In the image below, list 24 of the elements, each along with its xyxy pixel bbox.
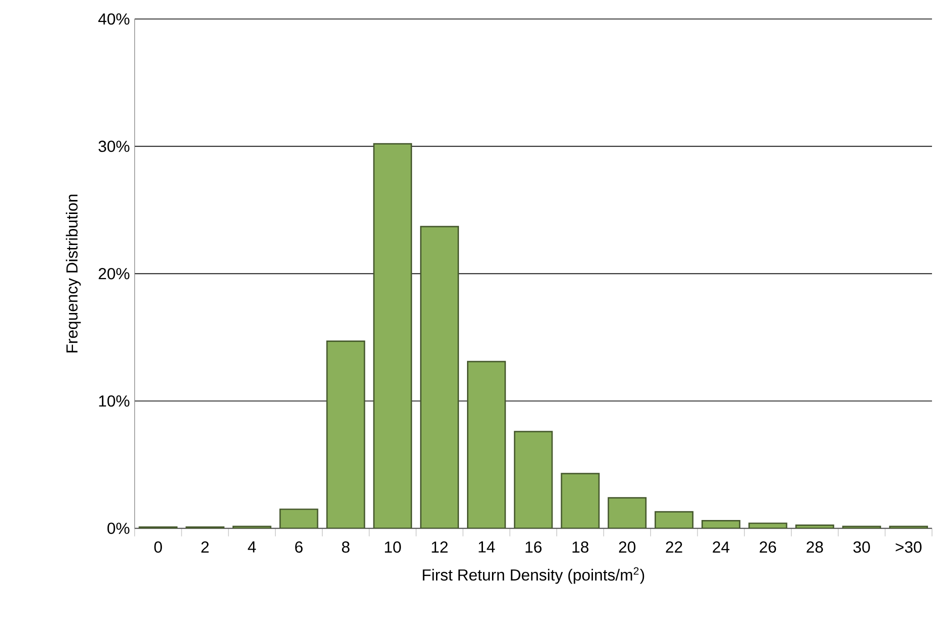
y-tick-label: 40% [98,13,130,25]
x-tick-label: 28 [806,541,823,553]
x-tick-label: 4 [248,541,256,552]
y-tick-label: 10% [99,395,130,407]
x-axis-title: First Return Density (points/m$^{2}$) [422,567,644,584]
x-tick-label: 2 [201,541,209,553]
x-tick-label: 16 [526,541,542,553]
x-tick-label: 12 [432,541,448,553]
x-tick-label: >30 [896,541,922,553]
x-tick-label: 18 [572,541,588,553]
y-axis-title: Frequency Distribution [66,194,81,352]
y-tick-label: 20% [98,268,130,280]
x-tick-label: 10 [384,541,401,553]
x-tick-label: 26 [760,541,776,553]
x-tick-label: 0 [154,541,162,553]
x-tick-label: 22 [666,541,682,553]
x-tick-label: 24 [712,541,730,553]
x-tick-label: 8 [342,541,350,553]
x-tick-label: 20 [619,541,636,553]
x-tick-label: 14 [478,541,495,552]
x-tick-label: 6 [295,541,303,553]
x-tick-label: 30 [853,541,870,553]
y-tick-label: 30% [98,140,130,152]
y-tick-label: 0% [107,522,130,534]
